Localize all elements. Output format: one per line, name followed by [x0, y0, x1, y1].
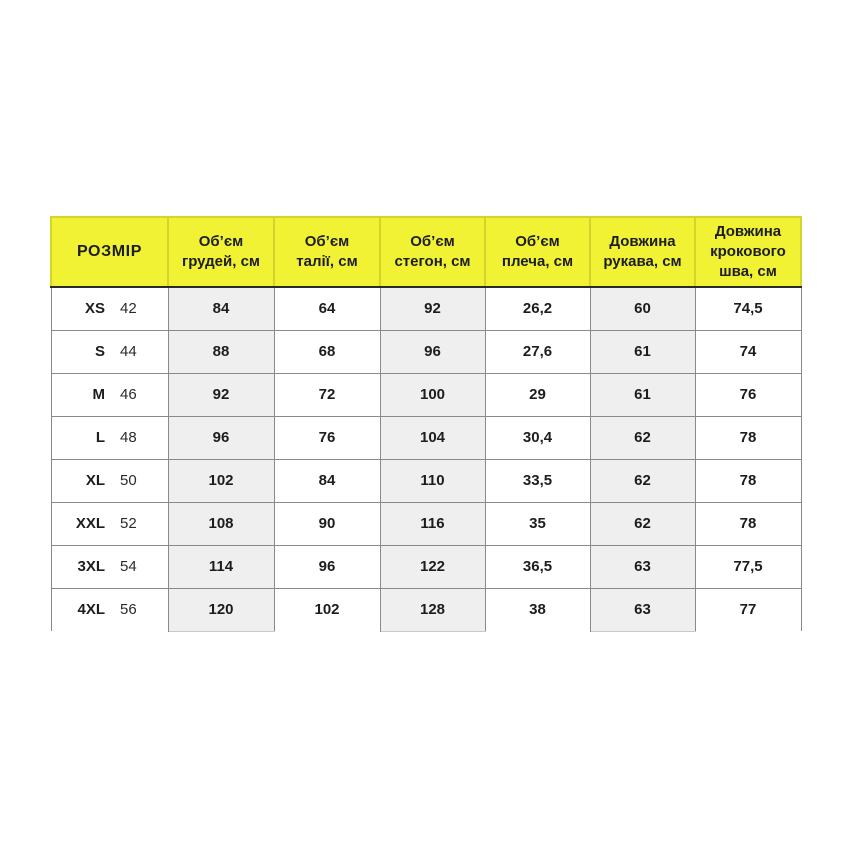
- cell-chest: 92: [167, 372, 275, 417]
- cell-inseam: 78: [694, 415, 802, 460]
- cell-chest: 120: [167, 587, 275, 632]
- cell-sleeve: 63: [589, 544, 696, 589]
- size-cell: 4XL 56: [50, 587, 169, 631]
- cell-chest: 88: [167, 329, 275, 374]
- size-code: 52: [120, 515, 137, 532]
- cell-hips: 96: [379, 329, 486, 374]
- table-row-s: S 44 88 68 96 27,6 61 74: [50, 329, 802, 374]
- header-inseam-length: Довжина крокового шва, см: [694, 216, 802, 288]
- cell-inseam: 74,5: [694, 286, 802, 331]
- size-cell: XXL 52: [50, 501, 169, 546]
- cell-hips: 122: [379, 544, 486, 589]
- size-cell: 3XL 54: [50, 544, 169, 589]
- cell-sleeve: 63: [589, 587, 696, 632]
- cell-inseam: 74: [694, 329, 802, 374]
- cell-shoulder: 38: [484, 587, 591, 631]
- cell-inseam: 78: [694, 458, 802, 503]
- header-waist: Об’єм талії, см: [273, 216, 381, 288]
- header-size: РОЗМІР: [50, 216, 169, 288]
- cell-waist: 90: [273, 501, 381, 546]
- table-row-3xl: 3XL 54 114 96 122 36,5 63 77,5: [50, 544, 802, 589]
- size-code: 48: [120, 429, 137, 446]
- size-code: 42: [120, 300, 137, 318]
- cell-hips: 110: [379, 458, 486, 503]
- table-row-xs: XS 42 84 64 92 26,2 60 74,5: [50, 286, 802, 331]
- cell-hips: 100: [379, 372, 486, 417]
- size-cell: S 44: [50, 329, 169, 374]
- size-label: L: [95, 429, 105, 446]
- cell-hips: 128: [379, 587, 486, 632]
- table-row-xxl: XXL 52 108 90 116 35 62 78: [50, 501, 802, 546]
- cell-hips: 104: [379, 415, 486, 460]
- cell-sleeve: 62: [589, 501, 696, 546]
- size-cell: M 46: [50, 372, 169, 417]
- cell-chest: 96: [167, 415, 275, 460]
- header-shoulder: Об’єм плеча, см: [484, 216, 591, 288]
- size-code: 46: [120, 386, 137, 403]
- table-row-l: L 48 96 76 104 30,4 62 78: [50, 415, 802, 460]
- cell-sleeve: 61: [589, 329, 696, 374]
- table-row-4xl: 4XL 56 120 102 128 38 63 77: [50, 587, 802, 632]
- size-label: XL: [85, 472, 105, 489]
- header-row: РОЗМІР Об’єм грудей, см Об’єм талії, см …: [50, 216, 802, 288]
- cell-inseam: 78: [694, 501, 802, 546]
- cell-shoulder: 33,5: [484, 458, 591, 503]
- cell-shoulder: 35: [484, 501, 591, 546]
- cell-chest: 102: [167, 458, 275, 503]
- size-label: 4XL: [77, 601, 105, 619]
- cell-sleeve: 62: [589, 415, 696, 460]
- cell-shoulder: 30,4: [484, 415, 591, 460]
- size-cell: XL 50: [50, 458, 169, 503]
- cell-shoulder: 36,5: [484, 544, 591, 589]
- cell-hips: 116: [379, 501, 486, 546]
- cell-waist: 72: [273, 372, 381, 417]
- size-table: РОЗМІР Об’єм грудей, см Об’єм талії, см …: [50, 216, 802, 632]
- cell-waist: 84: [273, 458, 381, 503]
- cell-waist: 68: [273, 329, 381, 374]
- cell-sleeve: 62: [589, 458, 696, 503]
- cell-waist: 96: [273, 544, 381, 589]
- table-row-xl: XL 50 102 84 110 33,5 62 78: [50, 458, 802, 503]
- cell-waist: 102: [273, 587, 381, 631]
- cell-chest: 84: [167, 286, 275, 331]
- size-code: 54: [120, 558, 137, 575]
- cell-inseam: 77,5: [694, 544, 802, 589]
- size-code: 56: [120, 601, 137, 619]
- cell-shoulder: 29: [484, 372, 591, 417]
- cell-inseam: 77: [694, 587, 802, 631]
- cell-shoulder: 27,6: [484, 329, 591, 374]
- cell-sleeve: 60: [589, 286, 696, 331]
- size-label: XS: [84, 300, 105, 318]
- header-sleeve-length: Довжина рукава, см: [589, 216, 696, 288]
- size-code: 44: [120, 343, 137, 360]
- cell-chest: 108: [167, 501, 275, 546]
- cell-hips: 92: [379, 286, 486, 331]
- cell-waist: 76: [273, 415, 381, 460]
- cell-inseam: 76: [694, 372, 802, 417]
- size-cell: XS 42: [50, 286, 169, 331]
- cell-chest: 114: [167, 544, 275, 589]
- size-label: S: [94, 343, 105, 360]
- cell-sleeve: 61: [589, 372, 696, 417]
- header-hips: Об’єм стегон, см: [379, 216, 486, 288]
- size-code: 50: [120, 472, 137, 489]
- table-row-m: M 46 92 72 100 29 61 76: [50, 372, 802, 417]
- size-label: 3XL: [77, 558, 105, 575]
- header-chest: Об’єм грудей, см: [167, 216, 275, 288]
- cell-waist: 64: [273, 286, 381, 331]
- cell-shoulder: 26,2: [484, 286, 591, 331]
- size-label: XXL: [75, 515, 105, 532]
- size-label: M: [92, 386, 106, 403]
- size-cell: L 48: [50, 415, 169, 460]
